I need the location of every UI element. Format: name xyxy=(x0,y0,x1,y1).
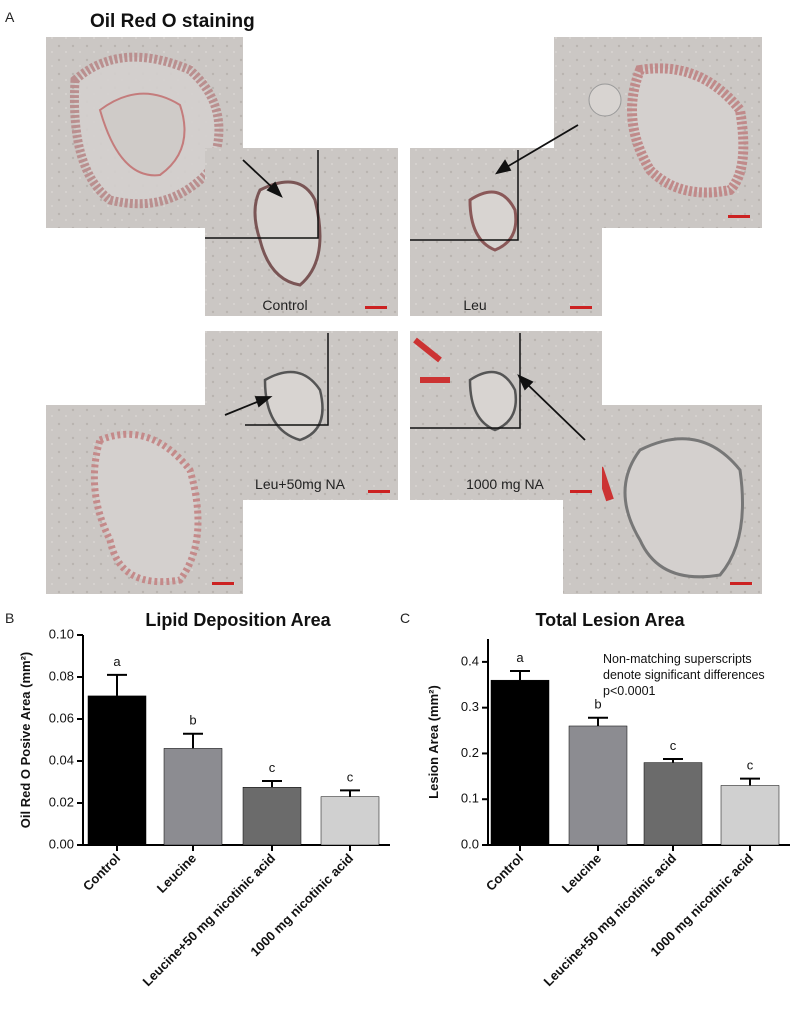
chart-title: Total Lesion Area xyxy=(535,610,685,630)
y-tick-label: 0.4 xyxy=(461,653,479,668)
y-tick-label: 0.02 xyxy=(49,794,74,809)
significance-letter: c xyxy=(747,758,754,773)
bar xyxy=(87,695,147,846)
significance-letter: a xyxy=(516,650,524,665)
y-tick-label: 0.10 xyxy=(49,626,74,641)
x-tick-label: Leucine xyxy=(154,851,199,896)
micrograph xyxy=(410,331,602,500)
significance-letter: b xyxy=(189,713,196,728)
micrograph xyxy=(205,331,398,500)
micrograph xyxy=(410,148,602,316)
y-tick-label: 0.1 xyxy=(461,791,479,806)
annotation: p<0.0001 xyxy=(603,684,656,698)
significance-letter: c xyxy=(269,760,276,775)
significance-letter: a xyxy=(113,654,121,669)
x-tick-label: Leucine xyxy=(559,851,604,896)
arrows xyxy=(224,124,586,441)
bar xyxy=(320,796,380,846)
bar xyxy=(568,725,628,846)
significance-letter: c xyxy=(347,769,354,784)
panel-label: C xyxy=(400,610,410,626)
x-tick-label: Control xyxy=(80,851,123,894)
panel-label: A xyxy=(5,9,15,25)
y-tick-label: 0.2 xyxy=(461,745,479,760)
bar xyxy=(242,787,302,846)
panel-title: Oil Red O staining xyxy=(90,11,255,32)
significance-letter: b xyxy=(594,697,601,712)
x-tick-label: Control xyxy=(483,851,526,894)
y-tick-label: 0.04 xyxy=(49,752,74,767)
x-tick-label: Leucine+50 mg nicotinic acid xyxy=(541,850,680,989)
micrograph-zoom xyxy=(554,37,762,228)
y-tick-label: 0.0 xyxy=(461,836,479,851)
chart-title: Lipid Deposition Area xyxy=(145,610,331,630)
bar xyxy=(163,748,223,846)
annotation: Non-matching superscripts xyxy=(603,652,752,666)
significance-letter: c xyxy=(670,738,677,753)
image-label: 1000 mg NA xyxy=(466,476,544,492)
x-tick-label: Leucine+50 mg nicotinic acid xyxy=(140,850,279,989)
annotation: denote significant differences xyxy=(603,668,765,682)
image-label: Leu xyxy=(463,297,486,313)
image-label: Control xyxy=(262,297,307,313)
micrograph xyxy=(205,148,398,316)
bar xyxy=(643,762,703,846)
y-axis-label: Lesion Area (mm²) xyxy=(426,685,441,799)
y-tick-label: 0.00 xyxy=(49,836,74,851)
bar xyxy=(720,785,780,846)
bar xyxy=(490,679,550,846)
y-tick-label: 0.3 xyxy=(461,699,479,714)
image-label: Leu+50mg NA xyxy=(255,476,346,492)
y-axis-label: Oil Red O Posive Area (mm²) xyxy=(18,652,33,829)
y-tick-label: 0.08 xyxy=(49,668,74,683)
panel-label: B xyxy=(5,610,14,626)
y-tick-label: 0.06 xyxy=(49,710,74,725)
